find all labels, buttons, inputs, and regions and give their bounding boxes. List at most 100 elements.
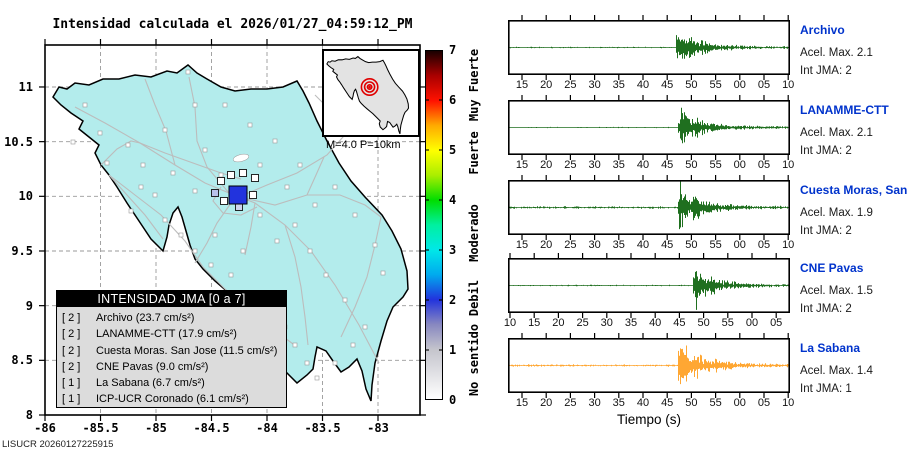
seismogram-plot (508, 253, 790, 318)
time-tick-label: 10 (782, 239, 795, 251)
acel-max-label: Acel. Max. 2.1 (800, 47, 873, 59)
time-tick-label: 40 (649, 317, 662, 329)
x-tick-label: -86 (34, 421, 56, 435)
time-tick-label: 50 (685, 79, 698, 91)
time-tick-label: 20 (540, 159, 553, 171)
time-tick-label: 10 (503, 317, 517, 329)
waveform-trace (508, 345, 790, 385)
time-tick-label: 55 (709, 159, 722, 171)
station-label: CNE Pavas (800, 261, 864, 275)
colorbar-ticks: 0 1 2 3 4 5 6 7 (449, 43, 463, 407)
time-tick-label: 25 (564, 397, 577, 409)
legend-entry: [ 2 ] CNE Pavas (9.0 cm/s²) (62, 359, 286, 375)
y-tick-label: 10 (18, 189, 33, 204)
legend-intensity-value: [ 2 ] (62, 312, 81, 324)
int-jma-label: Int JMA: 2 (800, 225, 852, 237)
footer-code: LISUCR 20260127225915 (2, 439, 114, 450)
waveform-trace (508, 35, 790, 59)
time-tick-label: 55 (709, 79, 722, 91)
time-tick-label: 25 (576, 317, 589, 329)
plot-frame (508, 338, 790, 394)
time-tick-label: 30 (588, 79, 601, 91)
time-tick-label: 15 (515, 79, 529, 91)
plot-frame (508, 20, 790, 76)
colorbar-tick-label: 6 (449, 93, 457, 107)
time-tick-label: 05 (757, 239, 771, 251)
time-tick-label: 55 (709, 397, 722, 409)
time-tick-label: 20 (540, 397, 553, 409)
time-tick-label: 45 (661, 79, 674, 91)
intensity-legend: INTENSIDAD JMA [0 a 7] [ 2 ] Archivo (23.… (56, 290, 287, 408)
time-tick-label: 25 (564, 79, 577, 91)
time-tick-label: 15 (528, 317, 541, 329)
plot-frame (508, 180, 790, 236)
time-tick-label: 00 (733, 239, 746, 251)
station-label: LANAMME-CTT (800, 103, 889, 117)
map-frame-ticks (39, 39, 426, 421)
seismogram-panel: 15 20 25 30 35 40 45 50 55 00 05 10 Archivo Acel. M… (508, 15, 910, 98)
time-tick-label: 35 (624, 317, 638, 329)
time-axis: 15 20 25 30 35 40 45 50 55 00 05 10 (508, 239, 794, 252)
legend-intensity-value: [ 2 ] (62, 360, 81, 373)
seismogram-plot (508, 333, 790, 398)
time-tick-label: 35 (612, 397, 625, 409)
legend-entry: [ 2 ] Archivo (23.7 cm/s²) (62, 310, 286, 326)
x-tick-label: -84.5 (193, 421, 230, 435)
time-tick-label: 40 (636, 239, 650, 251)
colorbar-tick-label: 0 (449, 393, 457, 407)
legend-station-label: LANAMME-CTT (17.9 cm/s²) (96, 328, 237, 341)
legend-title: INTENSIDAD JMA [0 a 7] (57, 291, 286, 307)
waveform-trace (508, 271, 790, 310)
time-tick-label: 35 (612, 239, 625, 251)
y-tick-label: 11 (18, 79, 33, 94)
x-tick-label: -85 (145, 421, 167, 435)
time-tick-label: 40 (636, 159, 650, 171)
colorbar-categories: No sentido Debil Moderado Fuerte Muy Fuerte (463, 49, 485, 400)
time-tick-label: 00 (733, 397, 746, 409)
time-tick-label: 35 (612, 79, 625, 91)
legend-station-label: Cuesta Moras. San Jose (11.5 cm/s²) (96, 344, 278, 357)
x-tick-label: -83.5 (304, 421, 341, 435)
acel-max-label: Acel. Max. 1.5 (800, 285, 873, 297)
time-tick-label: 25 (564, 159, 577, 171)
colorbar-tick-label: 5 (449, 143, 457, 157)
time-tick-label: 05 (757, 79, 771, 91)
seismogram-panel: 15 20 25 30 35 40 45 50 55 00 05 10 La Sabana Acel.… (508, 333, 910, 416)
int-jma-label: Int JMA: 2 (800, 303, 852, 315)
plot-frame (508, 100, 790, 156)
seismogram-plot (508, 95, 790, 160)
colorbar-tick-label: 4 (449, 193, 457, 207)
time-tick-label: 05 (770, 317, 783, 329)
x-tick-label: -85.5 (82, 421, 119, 435)
colorbar-tick-marks (425, 99, 443, 351)
time-tick-label: 50 (685, 159, 698, 171)
acel-max-label: Acel. Max. 1.4 (800, 365, 873, 377)
seismogram-panel: 15 20 25 30 35 40 45 50 55 00 05 10 Cuesta Moras, S… (508, 175, 910, 258)
time-tick-label: 05 (757, 397, 771, 409)
legend-intensity-value: [ 2 ] (62, 344, 81, 357)
int-jma-label: Int JMA: 1 (800, 383, 852, 395)
station-label: Archivo (800, 23, 845, 37)
time-tick-label: 30 (588, 397, 601, 409)
time-tick-label: 20 (552, 317, 565, 329)
time-tick-label: 15 (515, 159, 529, 171)
legend-entry: [ 2 ] LANAMME-CTT (17.9 cm/s²) (62, 326, 286, 342)
x-tick-label: -83 (367, 421, 389, 435)
time-tick-label: 25 (564, 239, 577, 251)
colorbar-tick-label: 1 (449, 343, 457, 357)
legend-intensity-value: [ 1 ] (62, 393, 81, 406)
legend-intensity-value: [ 1 ] (62, 377, 81, 390)
legend-entry: [ 1 ] ICP-UCR Coronado (6.1 cm/s²) (62, 391, 286, 407)
y-tick-label: 8.5 (11, 353, 33, 368)
legend-station-label: ICP-UCR Coronado (6.1 cm/s²) (96, 393, 249, 406)
plot-frame (508, 258, 790, 314)
time-tick-label: 50 (697, 317, 710, 329)
y-tick-label: 9.5 (11, 243, 33, 258)
seismogram-plot (508, 175, 790, 240)
time-axis-title: Tiempo (s) (616, 412, 681, 427)
time-tick-label: 30 (600, 317, 613, 329)
time-tick-label: 55 (709, 239, 722, 251)
time-tick-label: 55 (721, 317, 734, 329)
x-tick-label: -84 (256, 421, 278, 435)
